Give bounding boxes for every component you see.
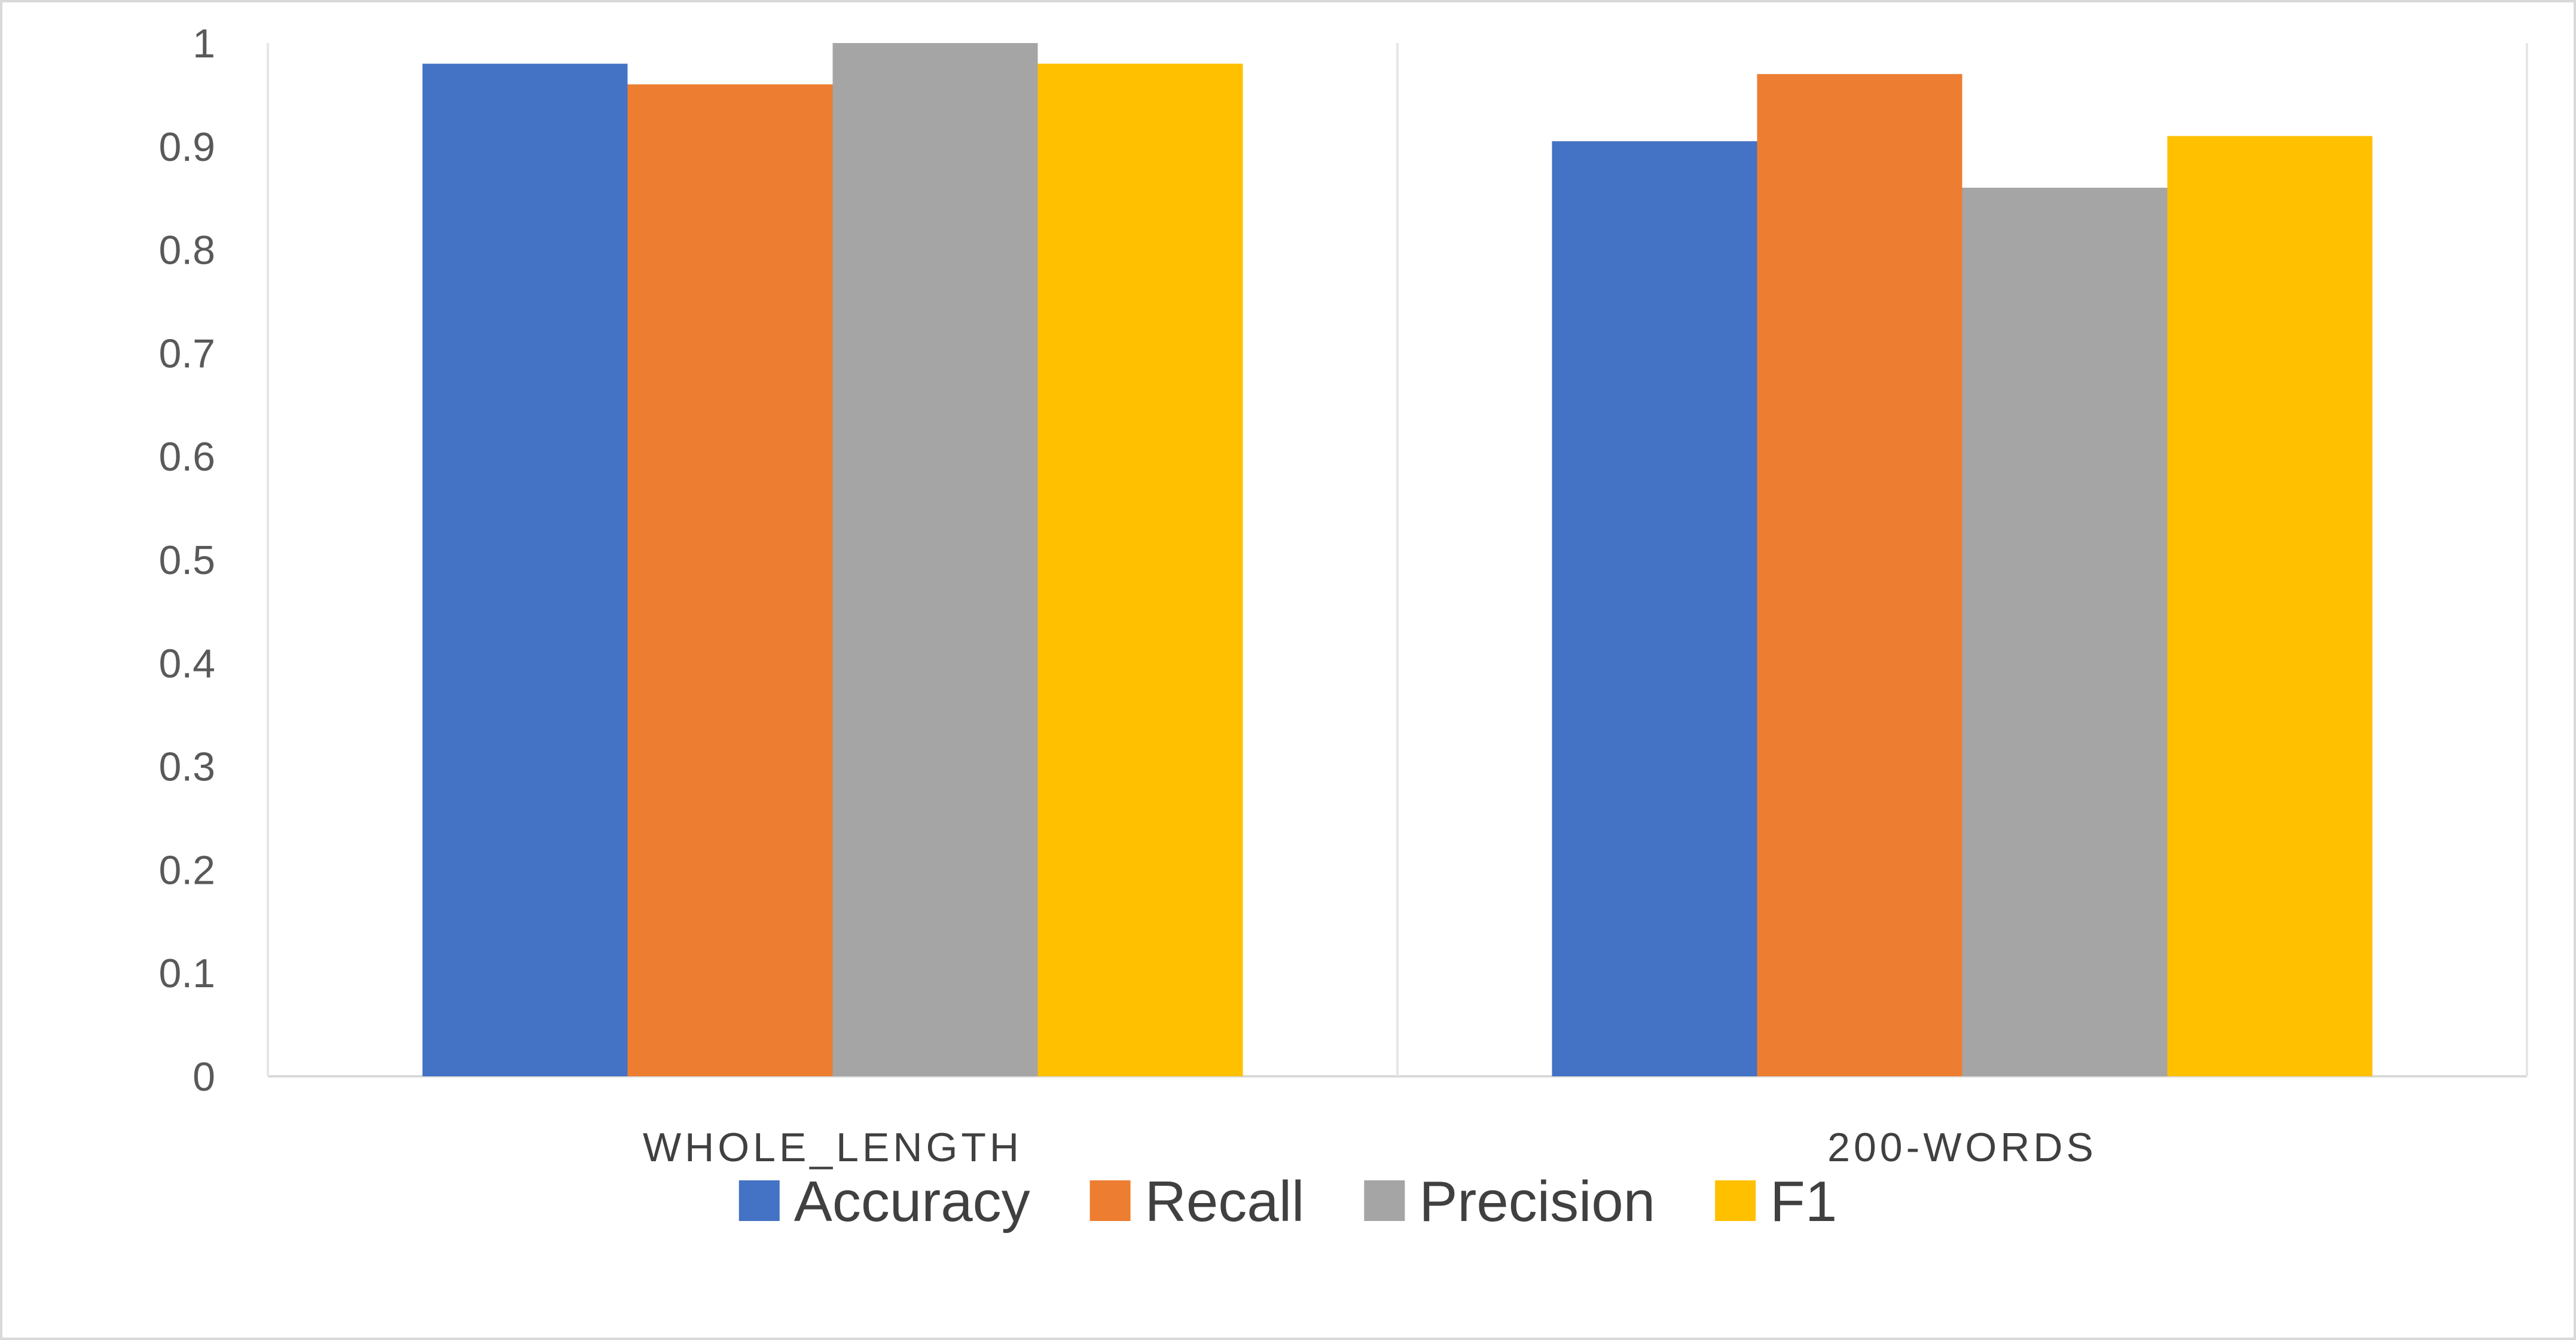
x-axis-categories: WHOLE_LENGTH 200-WORDS [643, 1125, 2097, 1170]
bar-precision-0 [832, 43, 1038, 1076]
legend-label-recall: Recall [1145, 1170, 1305, 1234]
bar-recall-1 [1757, 74, 1962, 1077]
legend: Accuracy Recall Precision F1 [738, 1170, 1837, 1234]
legend-swatch-recall [1089, 1180, 1131, 1221]
legend-label-precision: Precision [1419, 1170, 1655, 1234]
y-tick-label: 1 [193, 21, 215, 66]
y-tick-label: 0.9 [158, 124, 215, 170]
bar-accuracy-0 [422, 63, 628, 1076]
y-tick-label: 0.3 [158, 744, 215, 790]
y-tick-label: 0.6 [158, 434, 215, 480]
y-tick-label: 0.4 [158, 641, 215, 686]
y-tick-label: 0.8 [158, 228, 215, 273]
bars [422, 43, 2373, 1077]
bar-recall-0 [627, 84, 833, 1076]
bar-f1-0 [1037, 63, 1243, 1076]
bar-precision-1 [1962, 187, 2168, 1076]
bar-f1-1 [2167, 136, 2373, 1076]
legend-swatch-f1 [1715, 1180, 1756, 1221]
legend-swatch-precision [1364, 1180, 1405, 1221]
y-tick-label: 0.7 [158, 331, 215, 376]
x-category-label: 200-WORDS [1827, 1125, 2097, 1170]
legend-label-accuracy: Accuracy [794, 1170, 1030, 1234]
y-axis-ticks: 0 0.1 0.2 0.3 0.4 0.5 0.6 0.7 0.8 0.9 1 [158, 21, 215, 1100]
y-tick-label: 0.2 [158, 847, 215, 893]
x-category-label: WHOLE_LENGTH [643, 1125, 1023, 1170]
y-tick-label: 0.1 [158, 951, 215, 996]
y-tick-label: 0.5 [158, 538, 215, 583]
legend-label-f1: F1 [1770, 1170, 1837, 1234]
bar-accuracy-1 [1552, 141, 1757, 1076]
y-tick-label: 0 [193, 1054, 215, 1100]
legend-swatch-accuracy [738, 1180, 780, 1221]
